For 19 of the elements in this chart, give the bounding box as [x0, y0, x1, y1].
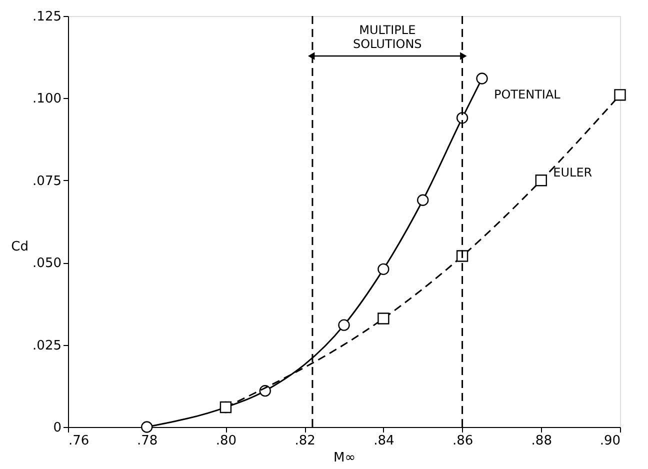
x-tick-label: .86	[452, 434, 474, 448]
x-tick-label: .88	[531, 434, 552, 448]
x-tick-label: .90	[600, 434, 620, 448]
x-axis-title: M∞	[333, 450, 356, 466]
x-tick-label: .84	[374, 434, 394, 448]
y-axis-title: Cd	[11, 240, 28, 254]
y-tick-label: .100	[32, 92, 62, 107]
annotation: MULTIPLE SOLUTIONS	[352, 23, 422, 51]
y-tick-label: .075	[32, 174, 62, 189]
series-label: EULER	[553, 165, 592, 180]
y-tick-label: .025	[32, 338, 62, 354]
x-tick-label: .80	[216, 434, 237, 448]
y-tick-label: 0	[53, 420, 62, 436]
y-tick-label: .125	[32, 10, 62, 24]
x-tick-label: .78	[137, 434, 158, 448]
y-tick-label: .050	[32, 256, 62, 272]
x-tick-label: .82	[294, 434, 316, 448]
series-label: POTENTIAL	[494, 87, 561, 102]
x-tick-label: .76	[68, 434, 90, 448]
